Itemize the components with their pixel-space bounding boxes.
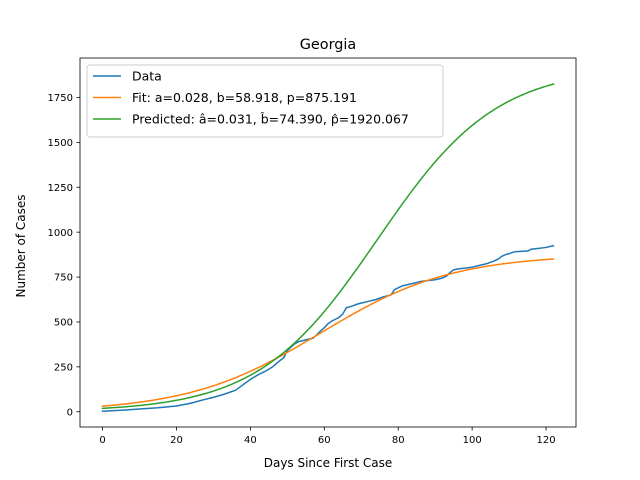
y-tick-label: 250	[54, 362, 73, 373]
chart-title: Georgia	[300, 37, 356, 53]
axes-frame	[79, 57, 577, 428]
x-tick-label: 60	[318, 435, 331, 446]
y-tick-label: 1500	[48, 138, 73, 149]
y-tick-label: 0	[67, 407, 73, 418]
x-tick-label: 0	[99, 435, 105, 446]
y-tick-label: 750	[54, 273, 73, 284]
series-line-3	[101, 83, 555, 410]
legend-label: Predicted: â=0.031, b̂=74.390, p̂=1920.0…	[132, 112, 409, 127]
x-tick-label: 40	[244, 435, 257, 446]
x-tick-label: 80	[392, 435, 405, 446]
x-tick-label: 120	[537, 435, 556, 446]
plot-area	[101, 83, 555, 412]
x-axis-label: Days Since First Case	[264, 456, 393, 470]
axes: 0 20 40 60 80 100 120 0 250 500 750 1000 1250 1500 175…	[48, 57, 577, 446]
legend-box	[86, 64, 444, 138]
legend-label: Data	[132, 69, 162, 84]
y-axis-label: Number of Cases	[14, 194, 28, 297]
series-line-2	[101, 258, 555, 407]
y-tick-label: 1250	[48, 183, 73, 194]
y-tick-label: 1000	[48, 228, 73, 239]
y-tick-label: 1750	[48, 93, 73, 104]
legend: Data Fit: a=0.028, b=58.918, p=875.191 Pre…	[86, 64, 444, 138]
legend-label: Fit: a=0.028, b=58.918, p=875.191	[132, 90, 357, 105]
x-tick-label: 100	[463, 435, 482, 446]
series-line-1	[101, 244, 555, 412]
x-tick-label: 20	[170, 435, 183, 446]
y-tick-label: 500	[54, 318, 73, 329]
